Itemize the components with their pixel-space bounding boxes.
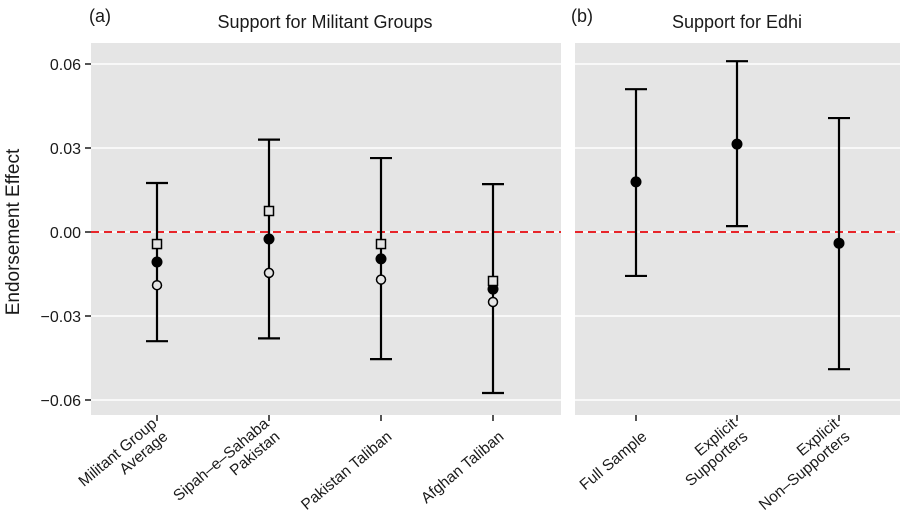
point-estimate bbox=[487, 283, 499, 295]
panel-a-title: Support for Militant Groups bbox=[217, 12, 432, 32]
point-estimate bbox=[151, 256, 163, 268]
y-tick-label: 0.00 bbox=[50, 225, 81, 242]
x-tick-label-line: Pakistan Taliban bbox=[298, 428, 395, 513]
panel-a-label: (a) bbox=[89, 6, 111, 26]
point-estimate bbox=[833, 237, 845, 249]
panel-background bbox=[91, 43, 561, 415]
panel-b-title: Support for Edhi bbox=[672, 12, 802, 32]
x-tick-label: Afghan Taliban bbox=[418, 428, 507, 507]
point-square bbox=[375, 238, 387, 250]
point-open-circle bbox=[487, 296, 499, 308]
point-estimate bbox=[375, 253, 387, 265]
y-tick-label: −0.03 bbox=[41, 309, 82, 326]
point-open-circle bbox=[263, 267, 275, 279]
point-estimate bbox=[630, 176, 642, 188]
x-tick-label-line: Afghan Taliban bbox=[418, 428, 507, 507]
point-open-circle bbox=[151, 279, 163, 291]
point-square bbox=[151, 238, 163, 250]
x-tick-label-line: Full Sample bbox=[577, 428, 651, 494]
point-square bbox=[487, 275, 499, 287]
panel-b-label: (b) bbox=[571, 6, 593, 26]
y-tick-label: 0.03 bbox=[50, 141, 81, 158]
x-tick-label: Pakistan Taliban bbox=[298, 428, 395, 513]
point-square bbox=[263, 205, 275, 217]
point-estimate bbox=[731, 138, 743, 150]
point-estimate bbox=[263, 233, 275, 245]
y-tick-label: −0.06 bbox=[41, 393, 82, 410]
y-tick-label: 0.06 bbox=[50, 57, 81, 74]
point-open-circle bbox=[375, 274, 387, 285]
x-tick-label: Full Sample bbox=[577, 428, 651, 494]
y-axis-label: Endorsement Effect bbox=[3, 148, 24, 315]
